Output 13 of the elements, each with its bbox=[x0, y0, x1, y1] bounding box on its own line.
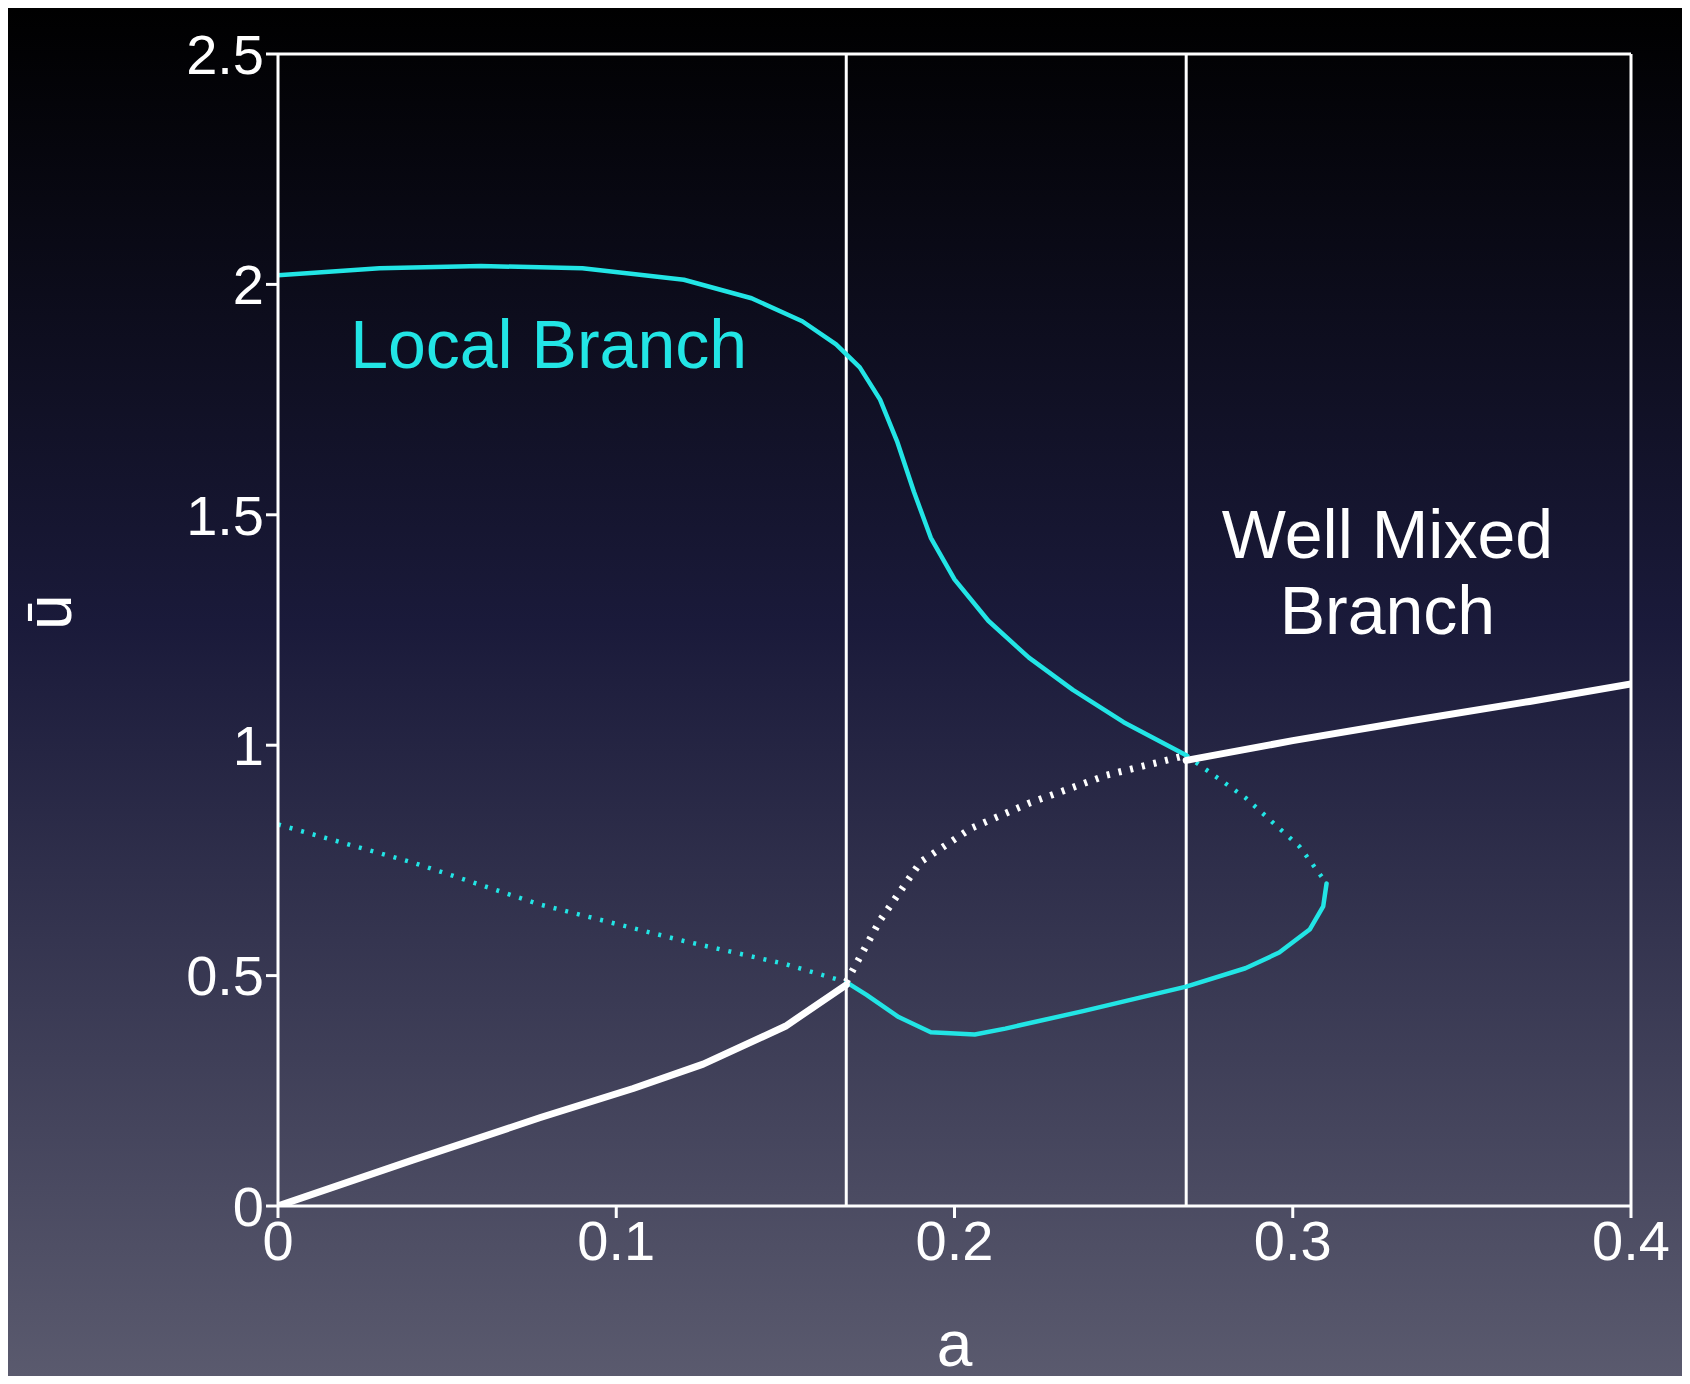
y-tick-label: 1 bbox=[232, 714, 264, 778]
y-tick-label: 1.5 bbox=[186, 483, 264, 547]
y-tick-label: 2 bbox=[232, 253, 264, 317]
x-tick-label: 0.1 bbox=[577, 1208, 656, 1272]
y-tick-label: 0.5 bbox=[186, 944, 264, 1008]
annotation: Well Mixed Branch bbox=[1221, 496, 1554, 649]
annotation: Local Branch bbox=[350, 306, 748, 383]
x-axis-title: a bbox=[936, 1308, 973, 1380]
x-tick-label: 0.4 bbox=[1592, 1208, 1670, 1272]
x-tick-label: 0.2 bbox=[915, 1208, 994, 1272]
x-tick-label: 0.3 bbox=[1253, 1208, 1332, 1272]
y-axis-title: ū bbox=[12, 594, 85, 630]
y-tick-label: 2.5 bbox=[186, 22, 264, 86]
